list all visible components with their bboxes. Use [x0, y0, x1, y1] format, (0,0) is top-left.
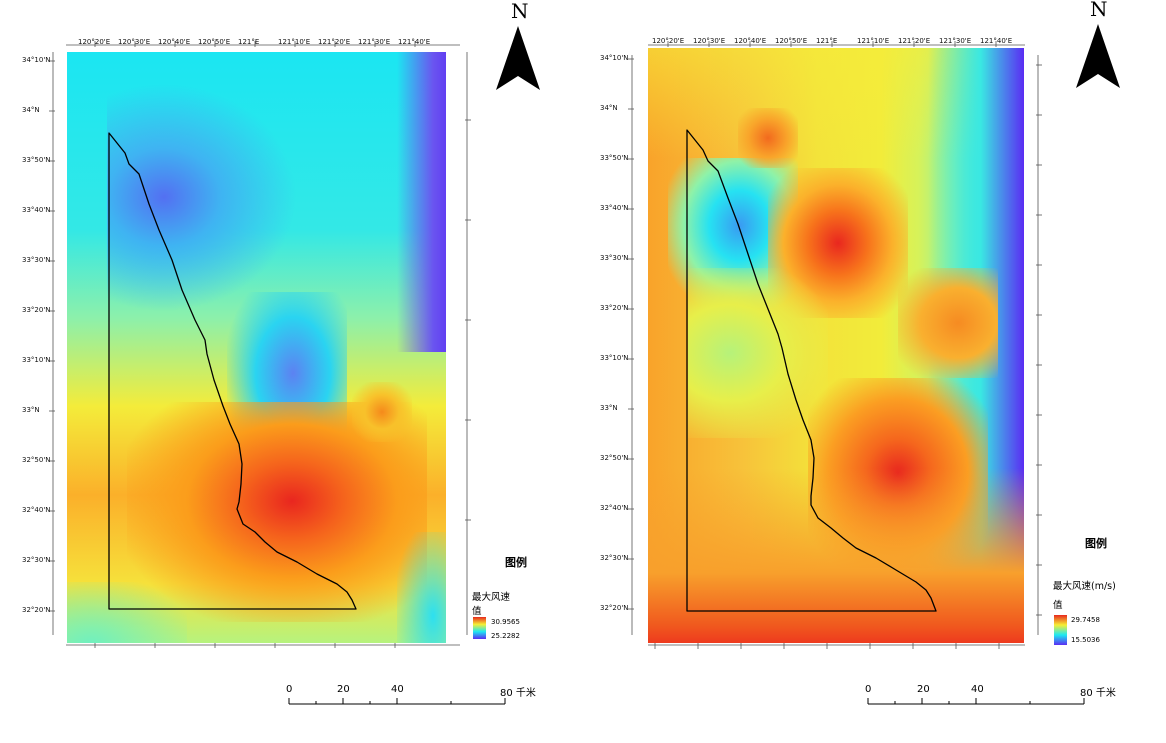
top-tick-label: 120°50'E	[775, 37, 808, 45]
north-arrow-label: N	[511, 0, 529, 23]
legend-min-value: 25.2282	[491, 632, 520, 640]
scale-label-80: 80 千米	[1080, 688, 1116, 699]
left-tick-label: 33°30'N	[22, 256, 51, 264]
top-tick-label: 121°30'E	[358, 38, 391, 46]
left-tick-label: 32°50'N	[600, 454, 629, 462]
top-tick-label: 121°10'E	[857, 37, 890, 45]
left-tick-label: 32°40'N	[22, 506, 51, 514]
scale-label-40: 40	[971, 684, 984, 695]
top-tick-label: 121°10'E	[278, 38, 311, 46]
left-tick-label: 33°40'N	[22, 206, 51, 214]
top-tick-label: 121°20'E	[318, 38, 351, 46]
left-map-wind-speed-raster	[67, 52, 446, 643]
scale-bar-graphic	[867, 698, 1085, 705]
top-tick-label: 121°40'E	[980, 37, 1013, 45]
top-tick-label: 120°30'E	[118, 38, 151, 46]
scale-label-20: 20	[917, 684, 930, 695]
top-tick-label: 121°20'E	[898, 37, 931, 45]
legend-color-ramp	[473, 617, 486, 639]
right-map-coastline	[686, 129, 937, 612]
scale-label-80: 80 千米	[500, 688, 536, 699]
scale-label-40: 40	[391, 684, 404, 695]
scale-label-0: 0	[865, 684, 872, 695]
legend-color-ramp	[1054, 615, 1067, 645]
legend-value-label: 值	[472, 606, 482, 617]
top-tick-label: 120°50'E	[198, 38, 231, 46]
left-tick-label: 33°50'N	[600, 154, 629, 162]
legend-max-value: 30.9565	[491, 618, 520, 626]
scale-bar-graphic	[288, 698, 506, 705]
left-tick-label: 32°20'N	[600, 604, 629, 612]
left-tick-label: 33°N	[22, 406, 40, 414]
left-tick-label: 34°10'N	[600, 54, 629, 62]
top-tick-label: 120°20'E	[652, 37, 685, 45]
top-tick-label: 121°30'E	[939, 37, 972, 45]
left-tick-label: 32°30'N	[600, 554, 629, 562]
left-tick-label: 32°30'N	[22, 556, 51, 564]
left-tick-label: 34°N	[600, 104, 618, 112]
left-tick-label: 33°30'N	[600, 254, 629, 262]
legend-field-name: 最大风速	[472, 592, 511, 603]
north-arrow-label: N	[1090, 0, 1108, 21]
top-tick-label: 120°40'E	[158, 38, 191, 46]
legend-value-label: 值	[1053, 600, 1063, 611]
right-map-frame-ticks	[628, 41, 1042, 649]
north-arrow-icon	[1076, 24, 1120, 88]
north-arrow-icon	[496, 26, 540, 90]
top-tick-label: 121°40'E	[398, 38, 431, 46]
left-tick-label: 33°10'N	[600, 354, 629, 362]
left-tick-label: 34°N	[22, 106, 40, 114]
scale-label-0: 0	[286, 684, 293, 695]
legend-field-name: 最大风速(m/s)	[1053, 581, 1116, 592]
left-tick-label: 33°20'N	[22, 306, 51, 314]
left-tick-label: 34°10'N	[22, 56, 51, 64]
top-tick-label: 121°E	[238, 38, 260, 46]
left-tick-label: 32°40'N	[600, 504, 629, 512]
left-map-coastline	[108, 132, 357, 610]
left-tick-label: 32°50'N	[22, 456, 51, 464]
scale-label-20: 20	[337, 684, 350, 695]
left-tick-label: 33°N	[600, 404, 618, 412]
right-map-wind-speed-raster	[648, 48, 1024, 643]
top-tick-label: 120°20'E	[78, 38, 111, 46]
legend-title: 图例	[1085, 537, 1107, 550]
legend-max-value: 29.7458	[1071, 616, 1100, 624]
left-tick-label: 33°40'N	[600, 204, 629, 212]
left-tick-label: 32°20'N	[22, 606, 51, 614]
top-tick-label: 120°40'E	[734, 37, 767, 45]
left-tick-label: 33°20'N	[600, 304, 629, 312]
top-tick-label: 121°E	[816, 37, 838, 45]
top-tick-label: 120°30'E	[693, 37, 726, 45]
left-tick-label: 33°50'N	[22, 156, 51, 164]
left-map-frame-ticks	[49, 41, 471, 648]
legend-title: 图例	[505, 556, 527, 569]
left-tick-label: 33°10'N	[22, 356, 51, 364]
legend-min-value: 15.5036	[1071, 636, 1100, 644]
